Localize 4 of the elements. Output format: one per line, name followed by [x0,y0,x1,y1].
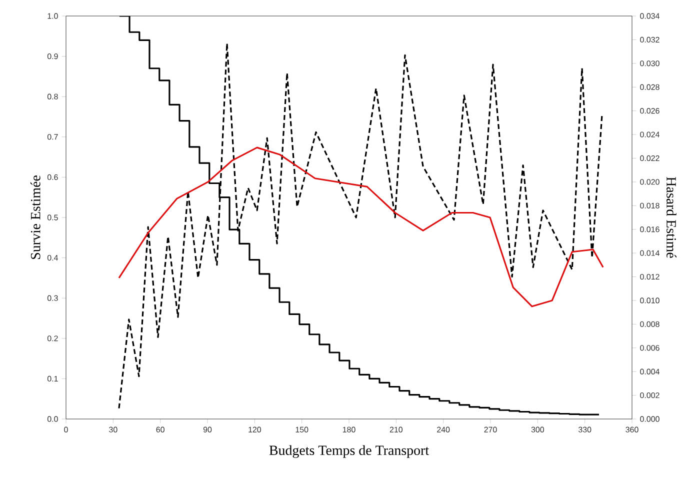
line-series [118,146,604,308]
y-axis-title: Survie Estimée [30,176,40,259]
x-axis-title: Budgets Temps de Transport [269,445,429,458]
y2-axis-title: Hasard Estimé [666,177,676,258]
